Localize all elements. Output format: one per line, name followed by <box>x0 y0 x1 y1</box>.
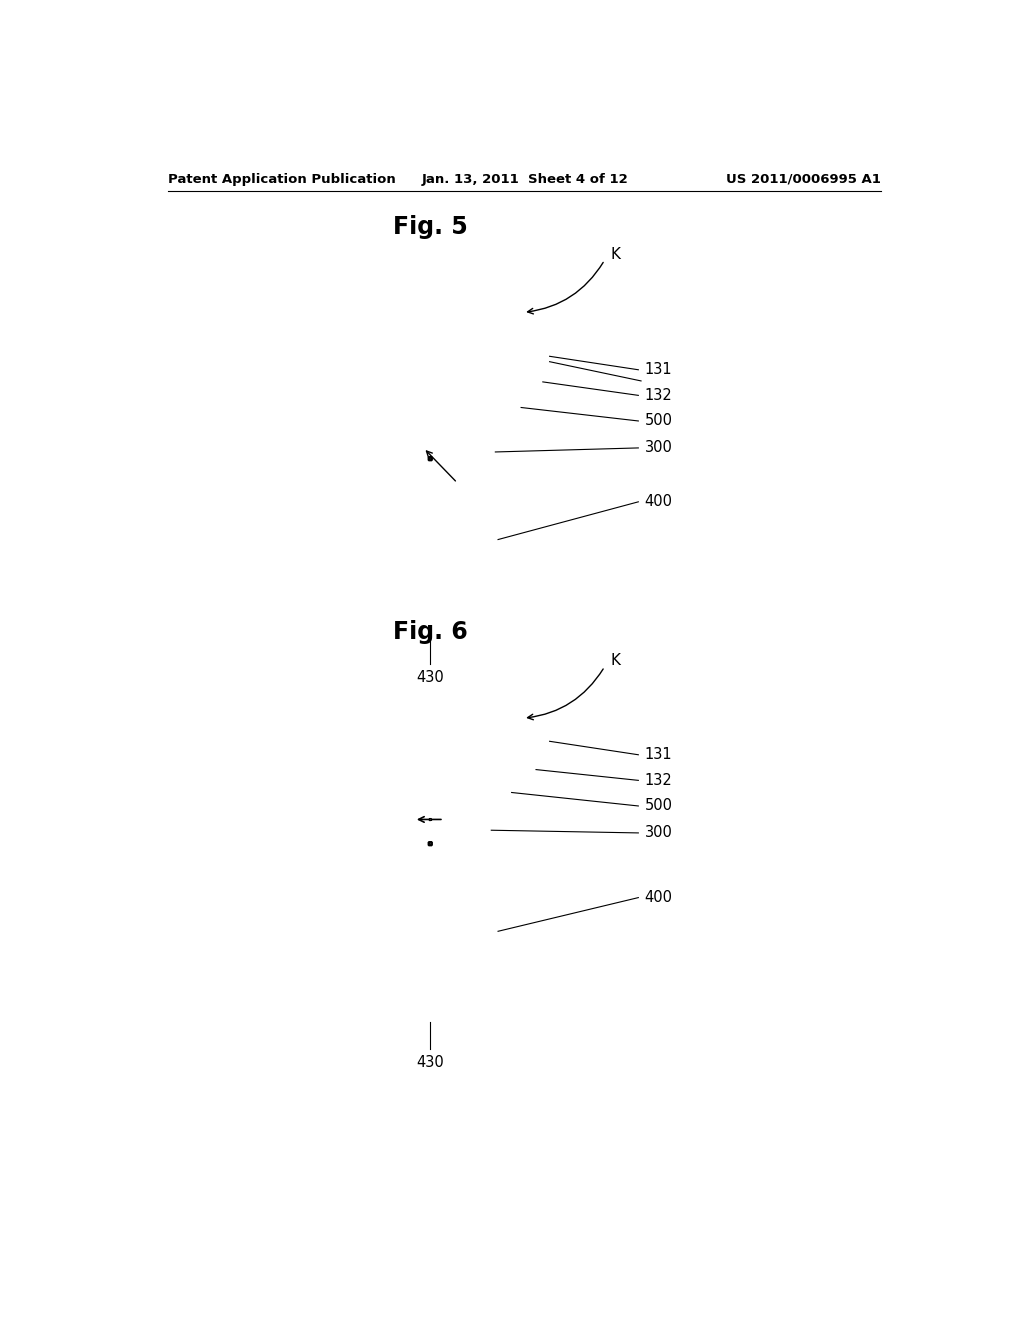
Text: 400: 400 <box>644 494 673 510</box>
Polygon shape <box>429 843 431 845</box>
Text: K: K <box>611 653 621 668</box>
Text: Fig. 5: Fig. 5 <box>393 215 468 239</box>
Polygon shape <box>429 842 431 845</box>
Text: US 2011/0006995 A1: US 2011/0006995 A1 <box>726 173 882 186</box>
Text: 300: 300 <box>644 441 673 455</box>
Text: 500: 500 <box>644 799 673 813</box>
Text: 400: 400 <box>644 890 673 906</box>
Text: 132: 132 <box>644 774 673 788</box>
Polygon shape <box>429 458 431 459</box>
Text: Jan. 13, 2011  Sheet 4 of 12: Jan. 13, 2011 Sheet 4 of 12 <box>422 173 628 186</box>
Text: 132: 132 <box>644 388 673 403</box>
Polygon shape <box>429 842 431 845</box>
Text: 430: 430 <box>417 671 444 685</box>
Polygon shape <box>429 458 431 459</box>
Text: 131: 131 <box>644 747 672 762</box>
Text: K: K <box>611 247 621 263</box>
Text: 300: 300 <box>644 825 673 841</box>
Polygon shape <box>429 458 431 459</box>
Text: Fig. 6: Fig. 6 <box>393 619 468 644</box>
Text: 430: 430 <box>417 1055 444 1071</box>
Polygon shape <box>429 458 431 459</box>
Polygon shape <box>429 842 431 845</box>
Polygon shape <box>429 458 431 459</box>
Polygon shape <box>429 843 431 845</box>
Text: 500: 500 <box>644 413 673 429</box>
Polygon shape <box>429 458 431 459</box>
Text: Patent Application Publication: Patent Application Publication <box>168 173 396 186</box>
Text: 131: 131 <box>644 362 672 378</box>
Polygon shape <box>429 842 431 845</box>
Polygon shape <box>429 842 431 845</box>
Polygon shape <box>429 458 431 459</box>
